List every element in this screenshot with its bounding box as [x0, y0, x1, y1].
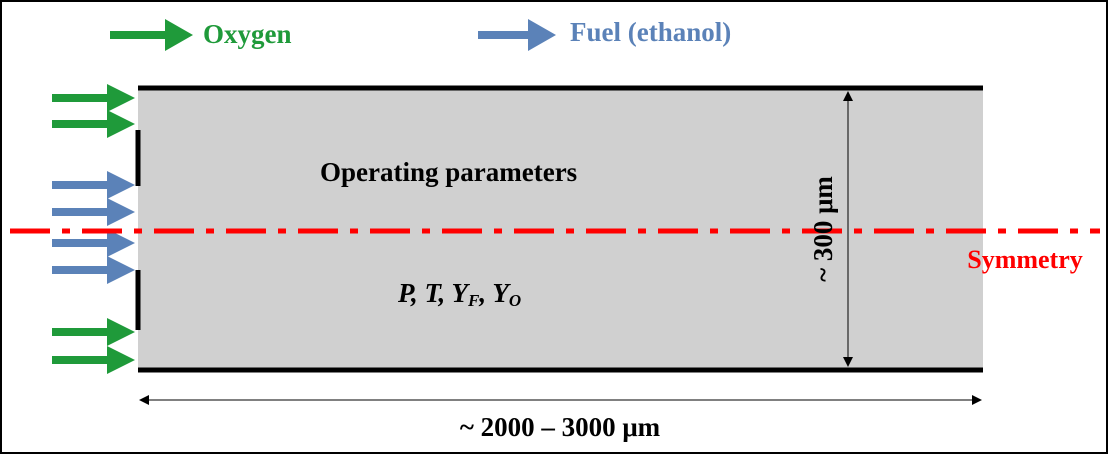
height-label: ~ 300 μm: [808, 176, 838, 282]
oxygen-arrows: [52, 19, 193, 374]
length-label: ~ 2000 – 3000 μm: [460, 412, 661, 442]
fuel-arrows: [52, 19, 556, 284]
domain-title: Operating parameters: [320, 157, 577, 187]
param-sub: O: [509, 291, 521, 310]
legend-fuel: Fuel (ethanol): [570, 17, 731, 47]
param-sub: F: [467, 291, 480, 310]
symmetry-label: Symmetry: [967, 245, 1083, 274]
param-text: , Y: [478, 278, 511, 308]
legend-oxygen: Oxygen: [203, 19, 292, 49]
param-text: P, T, Y: [397, 278, 471, 308]
parameters: P, T, YF, YO: [397, 278, 521, 310]
